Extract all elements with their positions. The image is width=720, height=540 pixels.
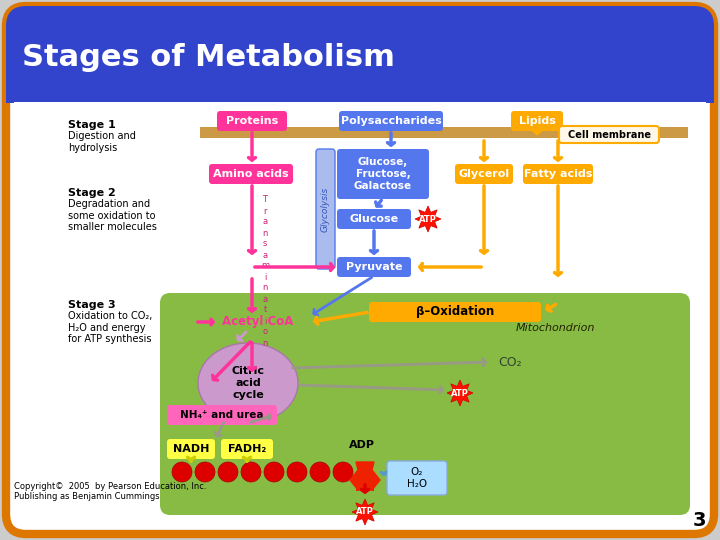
FancyBboxPatch shape (337, 209, 411, 229)
Text: FADH₂: FADH₂ (228, 444, 266, 454)
Text: Glycerol: Glycerol (459, 169, 510, 179)
Text: Stages of Metabolism: Stages of Metabolism (22, 44, 395, 72)
Text: NH₄⁺ and urea: NH₄⁺ and urea (180, 410, 264, 420)
Circle shape (310, 462, 330, 482)
Text: Stage 2: Stage 2 (68, 188, 116, 198)
Circle shape (287, 462, 307, 482)
Text: Pyruvate: Pyruvate (346, 262, 402, 272)
Text: n: n (262, 339, 268, 348)
FancyBboxPatch shape (511, 111, 563, 131)
Text: Proteins: Proteins (226, 116, 278, 126)
Text: s: s (263, 240, 267, 248)
Text: o: o (262, 327, 268, 336)
Text: Glucose,
Fructose,
Galactose: Glucose, Fructose, Galactose (354, 157, 412, 191)
Bar (200, 127, 688, 138)
Text: Amino acids: Amino acids (213, 169, 289, 179)
Polygon shape (415, 206, 441, 232)
Text: n: n (262, 228, 268, 238)
Text: Mitochondrion: Mitochondrion (516, 323, 595, 333)
Text: 3: 3 (693, 511, 706, 530)
Circle shape (264, 462, 284, 482)
Text: i: i (264, 273, 266, 281)
Text: Citric
acid
cycle: Citric acid cycle (232, 367, 264, 400)
Text: Glycolysis: Glycolysis (321, 186, 330, 232)
Text: Acetyl CoA: Acetyl CoA (222, 315, 294, 328)
FancyBboxPatch shape (337, 149, 429, 199)
FancyBboxPatch shape (160, 293, 690, 515)
Ellipse shape (198, 343, 298, 423)
Circle shape (218, 462, 238, 482)
Text: Copyright©  2005  by Pearson Education, Inc.
Publishing as Benjamin Cummings: Copyright© 2005 by Pearson Education, In… (14, 482, 207, 502)
Text: ATP: ATP (451, 388, 469, 397)
Circle shape (241, 462, 261, 482)
FancyBboxPatch shape (455, 164, 513, 184)
Text: a: a (262, 294, 268, 303)
Text: CO₂: CO₂ (498, 355, 522, 368)
FancyBboxPatch shape (369, 302, 541, 322)
Polygon shape (352, 499, 378, 525)
Text: O₂
H₂O: O₂ H₂O (407, 467, 427, 489)
FancyBboxPatch shape (337, 257, 411, 277)
FancyBboxPatch shape (221, 439, 273, 459)
FancyBboxPatch shape (167, 439, 215, 459)
Circle shape (172, 462, 192, 482)
FancyBboxPatch shape (6, 6, 714, 101)
Text: Degradation and
some oxidation to
smaller molecules: Degradation and some oxidation to smalle… (68, 199, 157, 232)
FancyBboxPatch shape (559, 126, 659, 143)
FancyBboxPatch shape (6, 6, 714, 534)
Text: m: m (261, 261, 269, 271)
FancyBboxPatch shape (209, 164, 293, 184)
Text: T: T (263, 195, 268, 205)
Text: Cell membrane: Cell membrane (567, 130, 650, 139)
Text: i: i (264, 316, 266, 326)
Text: Stage 1: Stage 1 (68, 120, 116, 130)
Polygon shape (350, 462, 380, 490)
Text: r: r (264, 206, 266, 215)
FancyBboxPatch shape (316, 149, 335, 269)
Text: Fatty acids: Fatty acids (524, 169, 592, 179)
Text: Digestion and
hydrolysis: Digestion and hydrolysis (68, 131, 136, 153)
Circle shape (195, 462, 215, 482)
Text: ATP: ATP (419, 214, 437, 224)
Text: ADP: ADP (349, 440, 375, 450)
Text: NADH: NADH (173, 444, 210, 454)
Text: β–Oxidation: β–Oxidation (416, 306, 494, 319)
Text: ATP: ATP (356, 508, 374, 516)
FancyBboxPatch shape (387, 461, 447, 495)
Circle shape (333, 462, 353, 482)
Text: Oxidation to CO₂,
H₂O and energy
for ATP synthesis: Oxidation to CO₂, H₂O and energy for ATP… (68, 311, 153, 344)
Text: t: t (264, 306, 266, 314)
FancyBboxPatch shape (339, 111, 443, 131)
Text: Glucose: Glucose (349, 214, 399, 224)
Text: a: a (262, 251, 268, 260)
Bar (6, 75, 714, 103)
FancyBboxPatch shape (523, 164, 593, 184)
Text: Lipids: Lipids (518, 116, 555, 126)
Text: a: a (262, 218, 268, 226)
Polygon shape (447, 380, 473, 406)
Bar (14, 102, 706, 104)
FancyBboxPatch shape (217, 111, 287, 131)
Text: Polysaccharides: Polysaccharides (341, 116, 441, 126)
Text: n: n (262, 284, 268, 293)
Text: Stage 3: Stage 3 (68, 300, 116, 310)
FancyBboxPatch shape (167, 405, 277, 425)
